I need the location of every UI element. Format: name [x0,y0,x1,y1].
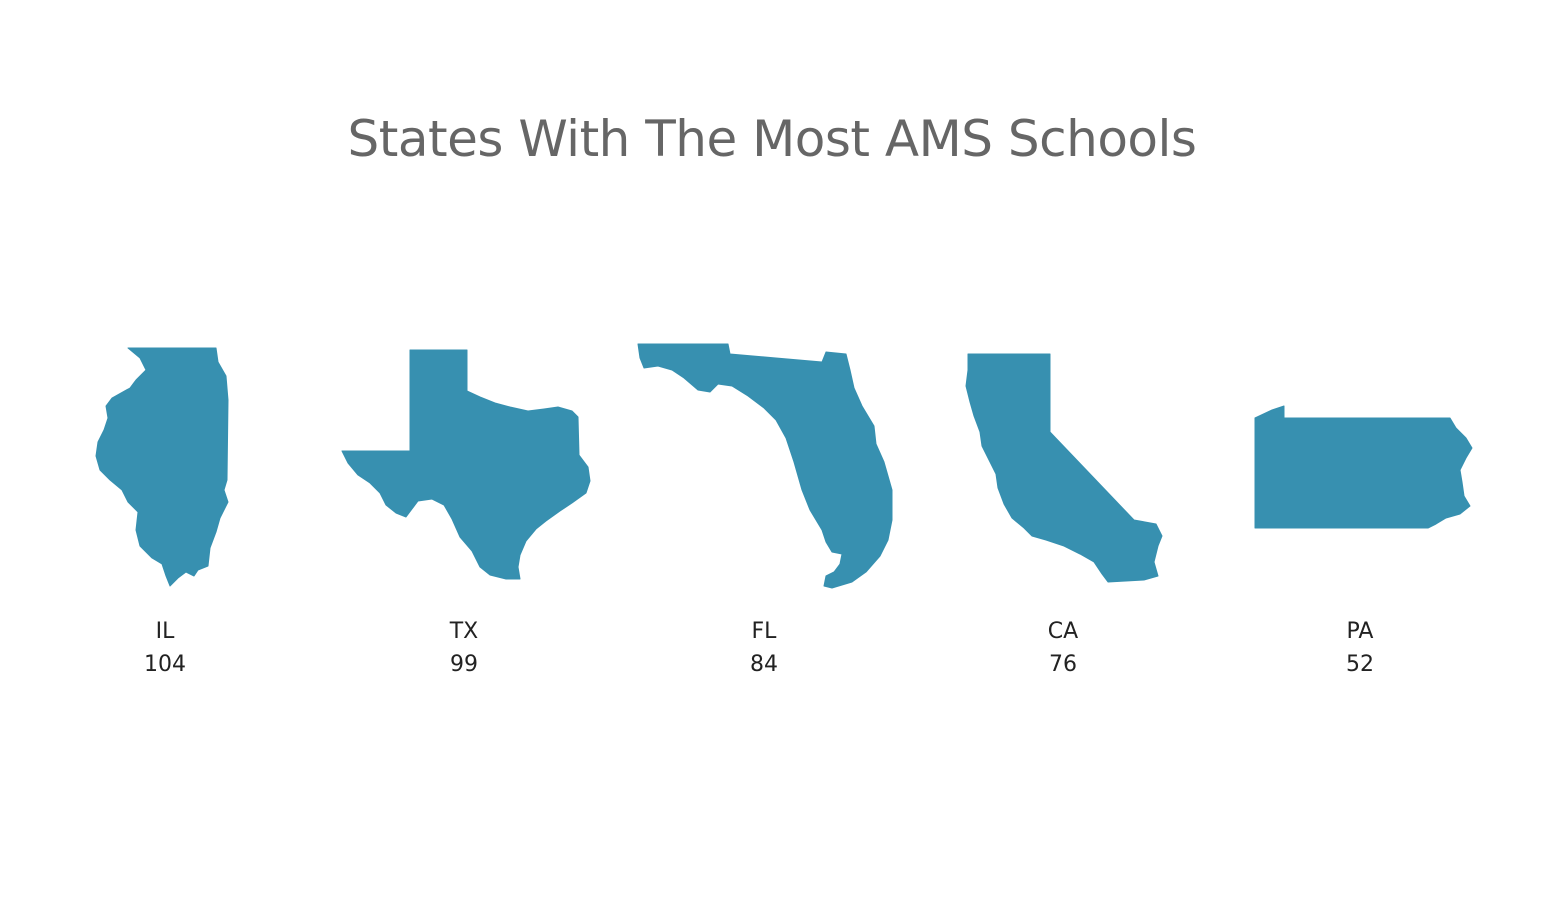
state-value: 52 [1346,652,1374,677]
california-shape-icon [965,353,1163,583]
chart-title: States With The Most AMS Schools [347,110,1197,168]
illinois-shape-icon [95,347,229,587]
florida-shape-icon [637,343,893,589]
state-label: FL [751,619,777,644]
state-value: 76 [1049,652,1077,677]
state-value: 104 [144,652,186,677]
state-label: PA [1346,619,1374,644]
state-label: IL [155,619,175,644]
state-label: TX [449,619,479,644]
state-value: 84 [750,652,778,677]
state-value: 99 [450,652,478,677]
texas-shape-icon [341,349,591,580]
pennsylvania-shape-icon [1254,405,1473,529]
state-label: CA [1047,619,1079,644]
